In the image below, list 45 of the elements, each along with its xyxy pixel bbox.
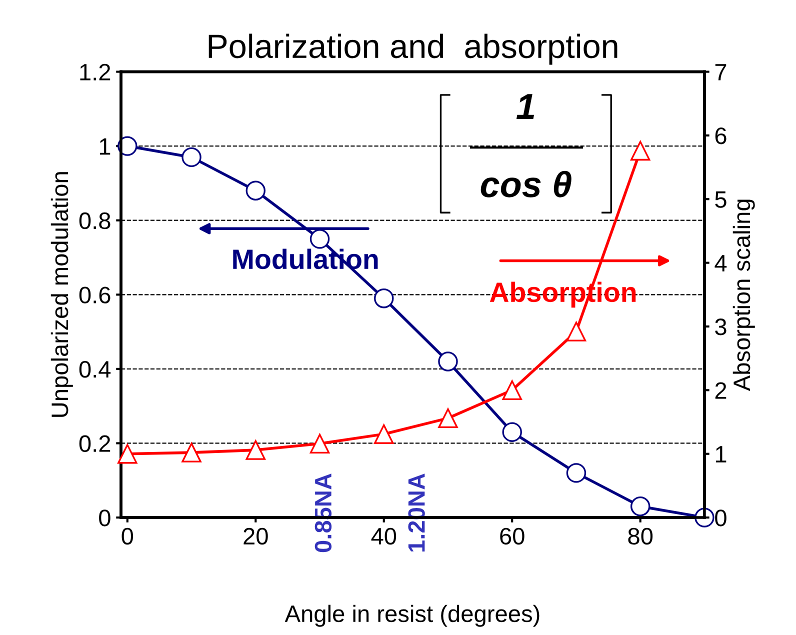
x-tick-label: 60 bbox=[500, 528, 524, 545]
x-tick-label: 20 bbox=[244, 528, 268, 545]
x-tick-label: 80 bbox=[628, 528, 653, 545]
y2-tick-label: 7 bbox=[715, 64, 726, 80]
y-tick-label: 0 bbox=[99, 510, 110, 526]
point bbox=[374, 424, 394, 444]
point bbox=[502, 422, 522, 442]
point bbox=[182, 147, 202, 168]
annotation: 1 bbox=[516, 94, 534, 119]
annotation: 1.20NA bbox=[408, 474, 425, 552]
chart-title: Polarization and absorption bbox=[208, 34, 618, 65]
point bbox=[566, 463, 586, 483]
point bbox=[246, 440, 266, 460]
y2-tick-label: 3 bbox=[715, 318, 726, 336]
point bbox=[182, 442, 202, 462]
y-tick-label: 0.2 bbox=[79, 435, 110, 452]
annotation: 0.85NA bbox=[314, 474, 332, 552]
y2-tick-label: 0 bbox=[715, 510, 726, 526]
y2-tick-label: 2 bbox=[715, 382, 726, 399]
point bbox=[310, 434, 330, 454]
point bbox=[310, 229, 330, 249]
y2-tick-label: 5 bbox=[715, 191, 726, 208]
point bbox=[438, 408, 458, 428]
y-tick-label: 0.4 bbox=[79, 361, 111, 378]
y-tick-label: 0.6 bbox=[79, 286, 110, 304]
point bbox=[246, 180, 266, 200]
x-axis-title: Angle in resist (degrees) bbox=[284, 604, 540, 627]
y-axis-title: Unpolarized modulation bbox=[50, 172, 73, 417]
y-tick-label: 1 bbox=[100, 138, 110, 155]
point bbox=[374, 288, 394, 308]
y2-tick-label: 4 bbox=[714, 255, 727, 272]
point bbox=[630, 496, 650, 516]
point bbox=[566, 322, 586, 342]
y-tick-label: 0.8 bbox=[79, 212, 110, 230]
y2-tick-label: 6 bbox=[715, 128, 726, 144]
y-tick-label: 1.2 bbox=[80, 64, 110, 80]
point bbox=[118, 444, 138, 464]
point bbox=[438, 352, 458, 372]
x-tick-label: 40 bbox=[371, 528, 396, 545]
annotation: cos θ bbox=[480, 170, 572, 198]
point bbox=[502, 380, 522, 400]
y2-tick-label: 1 bbox=[716, 446, 726, 462]
y2-axis-title: Absorption scaling bbox=[732, 200, 755, 392]
point bbox=[630, 140, 650, 161]
x-tick-label: 0 bbox=[122, 528, 134, 545]
